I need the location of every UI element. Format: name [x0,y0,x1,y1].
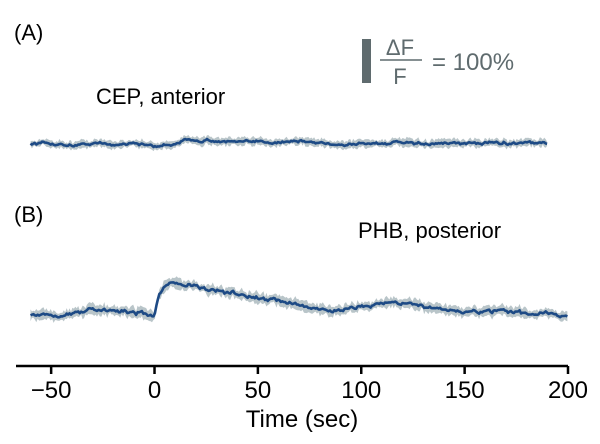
panel-b-label: PHB, posterior [358,218,501,243]
scale-bar-value: = 100% [432,49,514,76]
mean-trace [29,137,548,149]
scale-bar-mark [362,39,371,83]
x-tick-label: 0 [148,377,161,404]
sem-band [30,276,568,323]
x-tick-label: 150 [445,377,485,404]
x-tick-label: 200 [548,377,588,404]
mean-trace [29,281,568,319]
x-axis-title: Time (sec) [246,406,358,433]
panel-a-traces [29,134,548,152]
panel-a-label: CEP, anterior [96,84,225,109]
scale-bar: ΔF F = 100% [362,35,514,89]
x-ticks: −50 0 50 100 150 200 [31,366,588,404]
x-axis: −50 0 50 100 150 200 Time (sec) [16,364,588,433]
x-tick-label: −50 [31,377,72,404]
panel-b-traces [29,276,568,323]
x-tick-label: 50 [245,377,272,404]
scale-bar-numerator: ΔF [386,35,414,60]
x-tick-label: 100 [341,377,381,404]
panel-a-letter: (A) [14,20,43,45]
panel-b-letter: (B) [14,202,43,227]
scale-bar-denominator: F [393,64,406,89]
